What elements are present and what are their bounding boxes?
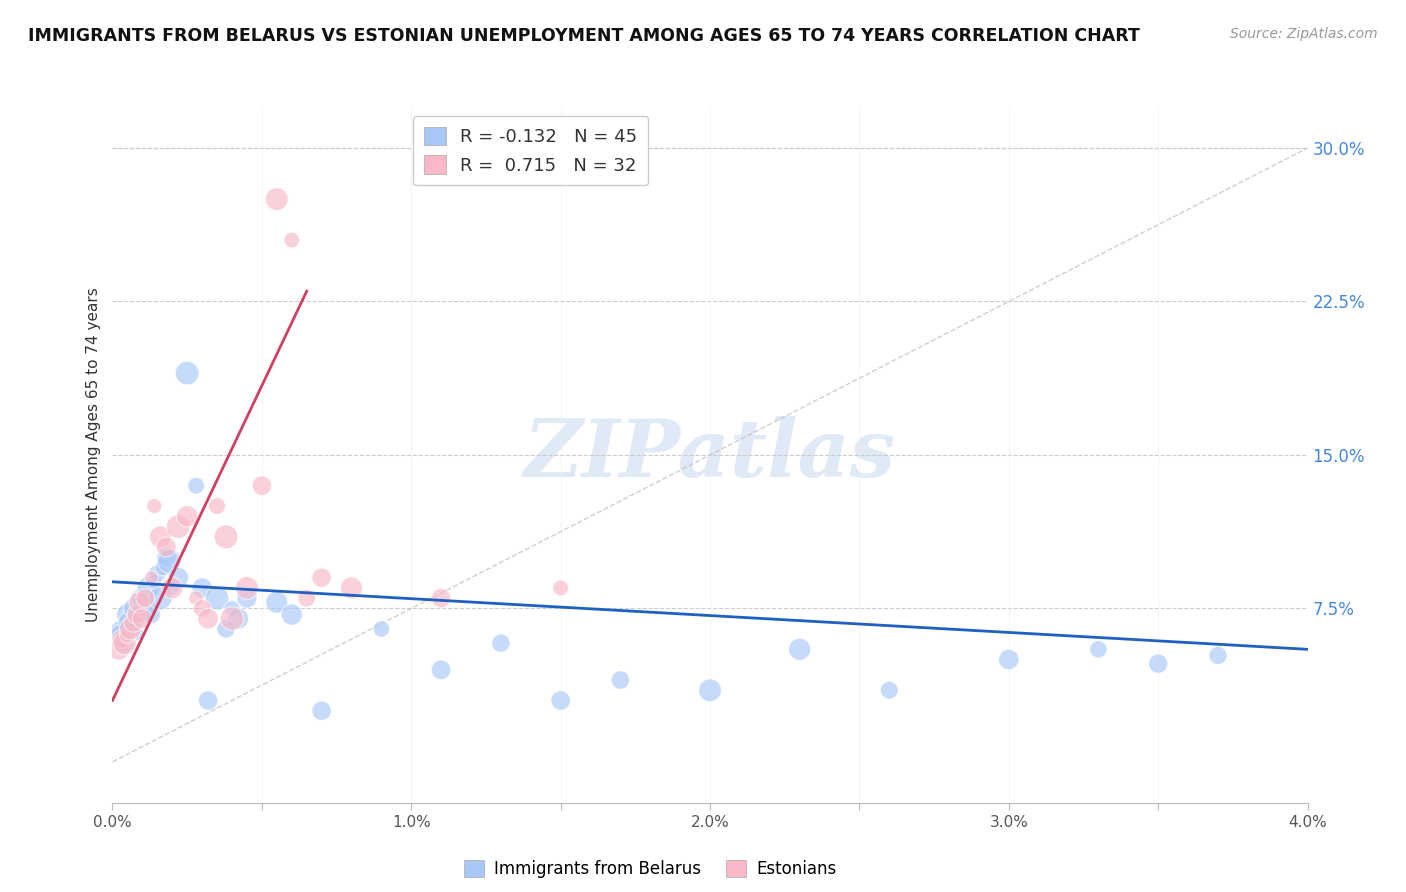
- Point: [340, 581, 363, 595]
- Point: [489, 636, 512, 650]
- Point: [110, 628, 132, 642]
- Text: IMMIGRANTS FROM BELARUS VS ESTONIAN UNEMPLOYMENT AMONG AGES 65 TO 74 YEARS CORRE: IMMIGRANTS FROM BELARUS VS ESTONIAN UNEM…: [28, 27, 1140, 45]
- Point: [877, 683, 900, 698]
- Point: [250, 478, 273, 492]
- Point: [205, 499, 228, 513]
- Point: [122, 601, 145, 615]
- Text: Source: ZipAtlas.com: Source: ZipAtlas.com: [1230, 27, 1378, 41]
- Point: [125, 626, 148, 640]
- Point: [152, 560, 174, 574]
- Point: [266, 192, 288, 206]
- Point: [110, 632, 132, 646]
- Point: [141, 571, 163, 585]
- Point: [186, 478, 208, 492]
- Point: [191, 581, 214, 595]
- Point: [550, 581, 572, 595]
- Point: [134, 591, 156, 606]
- Point: [155, 540, 177, 554]
- Point: [215, 622, 238, 636]
- Point: [197, 693, 219, 707]
- Point: [266, 595, 288, 609]
- Point: [114, 636, 135, 650]
- Point: [221, 601, 243, 615]
- Point: [191, 601, 214, 615]
- Point: [134, 601, 156, 615]
- Point: [311, 571, 333, 585]
- Point: [120, 622, 142, 636]
- Point: [107, 622, 129, 636]
- Point: [295, 591, 318, 606]
- Point: [143, 499, 166, 513]
- Point: [162, 581, 183, 595]
- Point: [125, 607, 148, 622]
- Point: [176, 509, 198, 524]
- Point: [122, 615, 145, 630]
- Point: [226, 612, 249, 626]
- Point: [430, 663, 453, 677]
- Point: [197, 612, 219, 626]
- Point: [186, 591, 208, 606]
- Point: [311, 704, 333, 718]
- Point: [138, 581, 160, 595]
- Point: [998, 652, 1021, 666]
- Point: [699, 683, 721, 698]
- Point: [236, 591, 259, 606]
- Point: [167, 519, 190, 533]
- Point: [120, 615, 142, 630]
- Point: [162, 581, 183, 595]
- Point: [143, 574, 166, 589]
- Point: [281, 607, 304, 622]
- Point: [609, 673, 631, 687]
- Point: [281, 233, 304, 247]
- Point: [155, 550, 177, 565]
- Point: [107, 642, 129, 657]
- Point: [131, 612, 153, 626]
- Point: [1147, 657, 1170, 671]
- Point: [236, 581, 259, 595]
- Point: [114, 636, 135, 650]
- Point: [176, 366, 198, 380]
- Point: [550, 693, 572, 707]
- Point: [205, 591, 228, 606]
- Point: [370, 622, 392, 636]
- Point: [117, 607, 139, 622]
- Point: [215, 530, 238, 544]
- Point: [221, 612, 243, 626]
- Point: [1206, 648, 1229, 663]
- Y-axis label: Unemployment Among Ages 65 to 74 years: Unemployment Among Ages 65 to 74 years: [86, 287, 101, 623]
- Point: [157, 554, 180, 568]
- Point: [128, 591, 150, 606]
- Point: [131, 595, 153, 609]
- Point: [789, 642, 811, 657]
- Point: [167, 571, 190, 585]
- Point: [125, 612, 148, 626]
- Point: [117, 628, 139, 642]
- Point: [149, 530, 172, 544]
- Point: [146, 566, 169, 581]
- Point: [1087, 642, 1109, 657]
- Point: [430, 591, 453, 606]
- Point: [149, 591, 172, 606]
- Legend: Immigrants from Belarus, Estonians: Immigrants from Belarus, Estonians: [457, 854, 844, 885]
- Point: [141, 607, 163, 622]
- Point: [128, 595, 150, 609]
- Text: ZIPatlas: ZIPatlas: [524, 417, 896, 493]
